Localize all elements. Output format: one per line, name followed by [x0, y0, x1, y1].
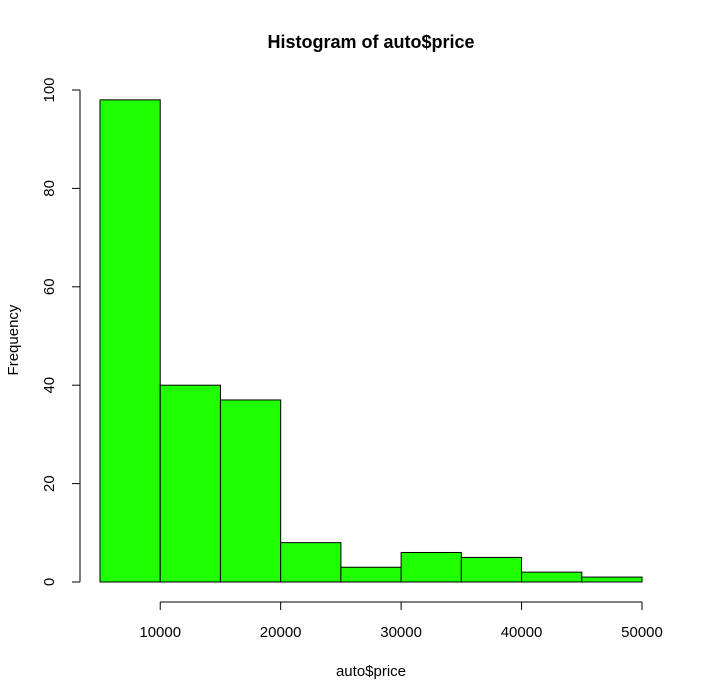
x-tick-label: 20000: [260, 624, 302, 641]
chart-title: Histogram of auto$price: [267, 32, 474, 52]
x-tick-label: 30000: [380, 624, 422, 641]
y-axis: 0 20 40 60 80 100: [41, 77, 81, 586]
histogram-bar: [460, 556, 523, 583]
x-tick-label: 50000: [621, 624, 663, 641]
y-tick-label: 20: [41, 475, 58, 492]
histogram-bar: [521, 571, 583, 583]
histogram-bar: [159, 384, 221, 583]
x-tick-label: 10000: [139, 624, 181, 641]
histogram-bar: [280, 542, 342, 583]
y-tick-label: 0: [41, 578, 58, 586]
x-axis-label: auto$price: [336, 663, 406, 680]
y-tick-label: 60: [41, 278, 58, 295]
x-axis: 10000 20000 30000 40000 50000: [139, 601, 663, 641]
y-tick-label: 40: [41, 377, 58, 394]
y-tick-label: 100: [41, 77, 58, 102]
histogram-bar: [581, 576, 643, 583]
histogram-bar: [400, 551, 462, 583]
histogram-bar: [219, 399, 282, 583]
histogram-bar: [99, 99, 161, 583]
y-tick-label: 80: [41, 180, 58, 197]
y-axis-label: Frequency: [5, 304, 22, 375]
x-tick-label: 40000: [501, 624, 543, 641]
bars-group: [99, 99, 643, 583]
histogram-bar: [340, 566, 402, 583]
